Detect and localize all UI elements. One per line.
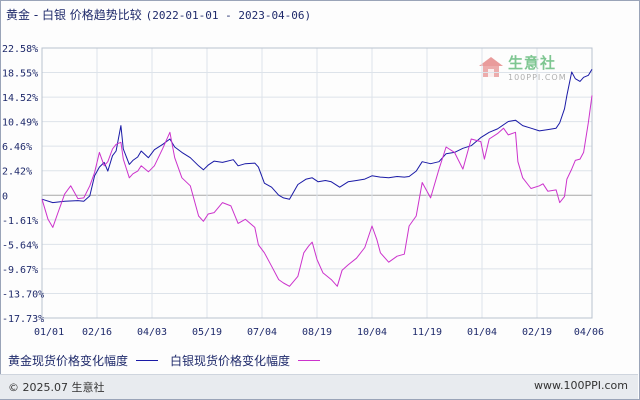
legend: 黄金现货价格变化幅度 白银现货价格变化幅度 xyxy=(8,352,332,369)
x-tick-label: 02/16 xyxy=(82,327,112,338)
series-layer xyxy=(41,69,593,287)
y-tick-label: 22.58% xyxy=(2,44,38,55)
x-tick-label: 11/19 xyxy=(412,327,442,338)
y-tick-label: 10.49% xyxy=(2,118,38,129)
grid-layer xyxy=(41,47,593,319)
x-tick-label: 04/03 xyxy=(137,327,167,338)
silver-series-line xyxy=(41,95,593,287)
x-tick-label: 08/19 xyxy=(302,327,332,338)
y-tick-label: -1.61% xyxy=(2,216,38,227)
y-tick-label: 14.52% xyxy=(2,93,38,104)
x-tick-label: 01/01 xyxy=(34,327,64,338)
chart-title: 黄金 - 白银 价格趋势比较 (2022-01-01 - 2023-04-06) xyxy=(6,6,311,23)
legend-gold-label: 黄金现货价格变化幅度 xyxy=(8,354,129,368)
y-tick-label: 6.46% xyxy=(2,142,32,153)
y-tick-label: -5.64% xyxy=(2,240,38,251)
legend-silver-label: 白银现货价格变化幅度 xyxy=(170,354,291,368)
legend-silver-swatch xyxy=(298,360,321,361)
x-axis-labels: 01/01 02/16 04/03 05/19 07/04 08/19 10/04 11/19… xyxy=(34,327,604,338)
y-tick-label: -13.70% xyxy=(2,289,44,300)
x-tick-label: 04/06 xyxy=(574,327,604,338)
y-tick-label: -9.67% xyxy=(2,265,38,276)
title-text: 黄金 - 白银 价格趋势比较 xyxy=(6,8,142,22)
footer-site-link[interactable]: www.100PPI.com xyxy=(534,379,628,392)
y-tick-label: 0 xyxy=(2,191,8,202)
y-axis-labels: 22.58% 18.55% 14.52% 10.49% 6.46% 2.42% 0 -1.61… xyxy=(2,44,44,325)
footer-copyright: © 2025.07 生意社 xyxy=(8,381,105,394)
footer: © 2025.07 生意社 www.100PPI.com xyxy=(0,374,638,399)
y-tick-label: 18.55% xyxy=(2,69,38,80)
legend-gold-swatch xyxy=(136,360,159,361)
x-tick-label: 01/04 xyxy=(467,327,497,338)
x-tick-label: 05/19 xyxy=(192,327,222,338)
gold-series-line xyxy=(41,69,593,204)
x-tick-label: 10/04 xyxy=(357,327,387,338)
x-tick-label: 02/19 xyxy=(522,327,552,338)
date-range: (2022-01-01 - 2023-04-06) xyxy=(145,9,312,22)
x-tick-label: 07/04 xyxy=(247,327,277,338)
plot-border xyxy=(41,47,593,319)
y-tick-label: 2.42% xyxy=(2,167,32,178)
watermark-name: 生意社 xyxy=(508,54,557,72)
y-tick-label: -17.73% xyxy=(2,314,44,325)
